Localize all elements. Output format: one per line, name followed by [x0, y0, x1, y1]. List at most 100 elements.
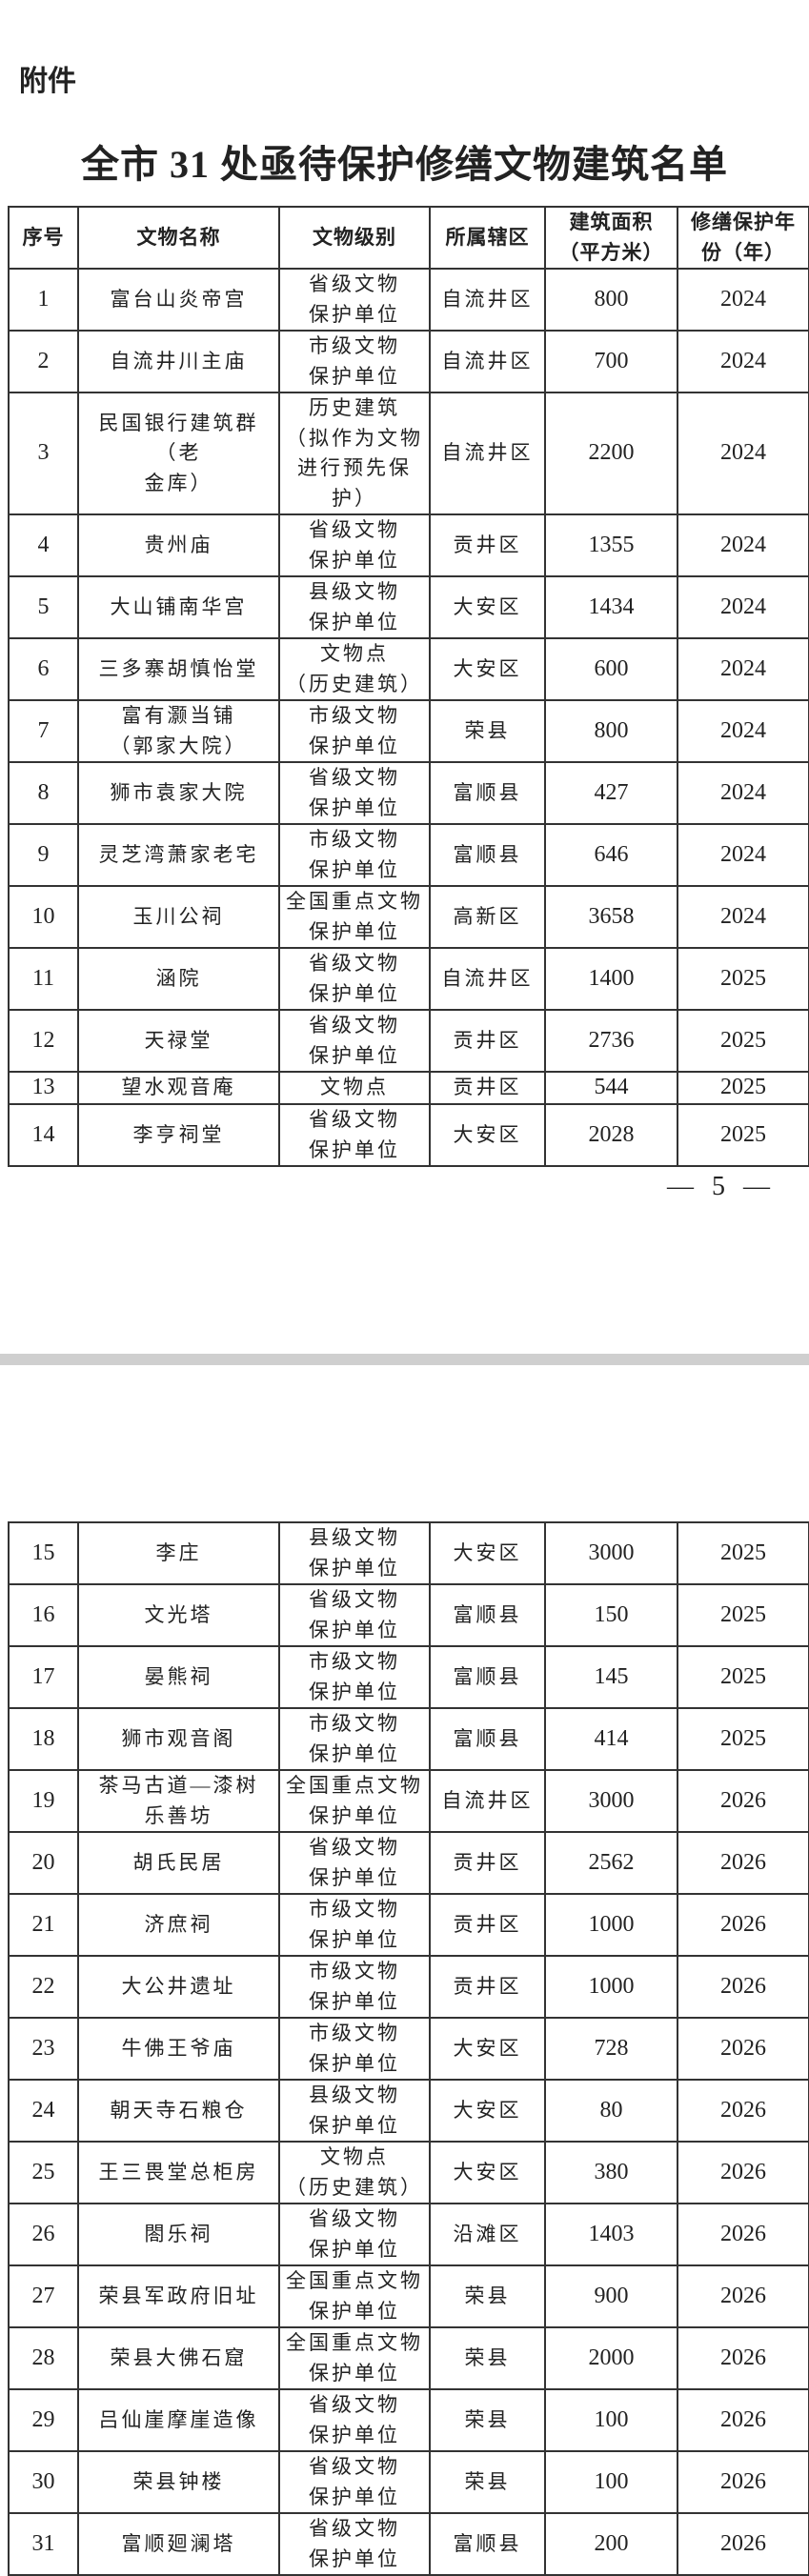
cell-year: 2025	[677, 1103, 809, 1167]
cell-year: 2024	[677, 268, 809, 332]
cell-year: 2026	[677, 2141, 809, 2204]
cell-no: 9	[8, 823, 79, 887]
cell-district: 自流井区	[429, 268, 546, 332]
page-title: 全市 31 处亟待保护修缮文物建筑名单	[81, 143, 728, 186]
cell-area: 544	[544, 1071, 678, 1105]
cell-area: 646	[544, 823, 678, 887]
cell-no: 13	[8, 1071, 79, 1105]
cell-no: 17	[8, 1645, 79, 1709]
cell-district: 高新区	[429, 885, 546, 949]
cell-area: 145	[544, 1645, 678, 1709]
cell-district: 自流井区	[429, 330, 546, 393]
cell-no: 22	[8, 1955, 79, 2019]
cell-no: 6	[8, 637, 79, 701]
cell-year: 2024	[677, 513, 809, 577]
cell-no: 15	[8, 1521, 79, 1585]
table-row: 21 济庶祠 市级文物 保护单位 贡井区 1000 2026	[8, 1893, 809, 1957]
cell-level: 县级文物 保护单位	[278, 1521, 431, 1585]
cell-area: 900	[544, 2264, 678, 2328]
cell-year: 2025	[677, 1521, 809, 1585]
cell-district: 富顺县	[429, 761, 546, 825]
cell-level: 市级文物 保护单位	[278, 1645, 431, 1709]
cell-area: 2562	[544, 1831, 678, 1895]
cell-area: 728	[544, 2017, 678, 2081]
cell-district: 荣县	[429, 699, 546, 763]
cell-district: 富顺县	[429, 1583, 546, 1647]
cell-area: 100	[544, 2388, 678, 2452]
cell-year: 2026	[677, 2512, 809, 2576]
cell-year: 2026	[677, 2450, 809, 2514]
cell-district: 贡井区	[429, 1955, 546, 2019]
table-row: 18 狮市观音阁 市级文物 保护单位 富顺县 414 2025	[8, 1707, 809, 1771]
cell-year: 2024	[677, 761, 809, 825]
cell-year: 2026	[677, 1955, 809, 2019]
cell-area: 1000	[544, 1893, 678, 1957]
cell-no: 23	[8, 2017, 79, 2081]
cell-year: 2025	[677, 1707, 809, 1771]
cell-year: 2024	[677, 575, 809, 639]
cell-no: 26	[8, 2203, 79, 2266]
table-row: 2 自流井川主庙 市级文物 保护单位 自流井区 700 2024	[8, 330, 809, 393]
cell-area: 2000	[544, 2326, 678, 2390]
header-area: 建筑面积 （平方米）	[544, 206, 678, 270]
cell-no: 7	[8, 699, 79, 763]
cell-area: 380	[544, 2141, 678, 2204]
cell-district: 自流井区	[429, 947, 546, 1011]
cell-name: 胡氏民居	[77, 1831, 280, 1895]
cell-year: 2026	[677, 2017, 809, 2081]
cell-level: 省级文物 保护单位	[278, 947, 431, 1011]
heritage-table-page2: 15 李庄 县级文物 保护单位 大安区 3000 2025 16 文光塔 省级文物 保护单位 富顺…	[8, 1521, 809, 2576]
cell-level: 省级文物 保护单位	[278, 761, 431, 825]
header-year: 修缮保护年 份（年）	[677, 206, 809, 270]
table-row: 23 牛佛王爷庙 市级文物 保护单位 大安区 728 2026	[8, 2017, 809, 2081]
table-row: 4 贵州庙 省级文物 保护单位 贡井区 1355 2024	[8, 513, 809, 577]
cell-no: 8	[8, 761, 79, 825]
cell-no: 20	[8, 1831, 79, 1895]
cell-name: 王三畏堂总柜房	[77, 2141, 280, 2204]
cell-level: 省级文物 保护单位	[278, 2450, 431, 2514]
cell-name: 朝天寺石粮仓	[77, 2079, 280, 2143]
cell-name: 富台山炎帝宫	[77, 268, 280, 332]
cell-year: 2025	[677, 947, 809, 1011]
cell-area: 150	[544, 1583, 678, 1647]
cell-name: 玉川公祠	[77, 885, 280, 949]
cell-level: 市级文物 保护单位	[278, 330, 431, 393]
cell-year: 2024	[677, 330, 809, 393]
cell-area: 800	[544, 268, 678, 332]
table-row: 24 朝天寺石粮仓 县级文物 保护单位 大安区 80 2026	[8, 2079, 809, 2143]
cell-area: 1434	[544, 575, 678, 639]
cell-level: 省级文物 保护单位	[278, 1583, 431, 1647]
cell-area: 1400	[544, 947, 678, 1011]
cell-level: 县级文物 保护单位	[278, 2079, 431, 2143]
cell-district: 自流井区	[429, 392, 546, 515]
heritage-table-page1: 序号 文物名称 文物级别 所属辖区 建筑面积 （平方米） 修缮保护年 份（年） …	[8, 206, 809, 1167]
cell-name: 自流井川主庙	[77, 330, 280, 393]
cell-level: 市级文物 保护单位	[278, 1955, 431, 2019]
table-row: 12 天禄堂 省级文物 保护单位 贡井区 2736 2025	[8, 1009, 809, 1073]
cell-no: 21	[8, 1893, 79, 1957]
cell-year: 2025	[677, 1583, 809, 1647]
cell-year: 2025	[677, 1645, 809, 1709]
cell-district: 贡井区	[429, 1831, 546, 1895]
table-row: 9 灵芝湾萧家老宅 市级文物 保护单位 富顺县 646 2024	[8, 823, 809, 887]
cell-year: 2025	[677, 1009, 809, 1073]
table-row: 19 茶马古道—漆树 乐善坊 全国重点文物 保护单位 自流井区 3000 2026	[8, 1769, 809, 1833]
cell-district: 大安区	[429, 2079, 546, 2143]
cell-area: 800	[544, 699, 678, 763]
cell-area: 3658	[544, 885, 678, 949]
cell-name: 茶马古道—漆树 乐善坊	[77, 1769, 280, 1833]
cell-area: 3000	[544, 1769, 678, 1833]
cell-name: 晏熊祠	[77, 1645, 280, 1709]
cell-year: 2026	[677, 2326, 809, 2390]
header-no: 序号	[8, 206, 79, 270]
cell-no: 3	[8, 392, 79, 515]
table-row: 17 晏熊祠 市级文物 保护单位 富顺县 145 2025	[8, 1645, 809, 1709]
cell-no: 4	[8, 513, 79, 577]
table-row: 26 閤乐祠 省级文物 保护单位 沿滩区 1403 2026	[8, 2203, 809, 2266]
cell-district: 荣县	[429, 2450, 546, 2514]
cell-district: 荣县	[429, 2388, 546, 2452]
cell-name: 狮市观音阁	[77, 1707, 280, 1771]
table-row: 1 富台山炎帝宫 省级文物 保护单位 自流井区 800 2024	[8, 268, 809, 332]
cell-year: 2026	[677, 2203, 809, 2266]
page-number: — 5 —	[667, 1172, 776, 1201]
